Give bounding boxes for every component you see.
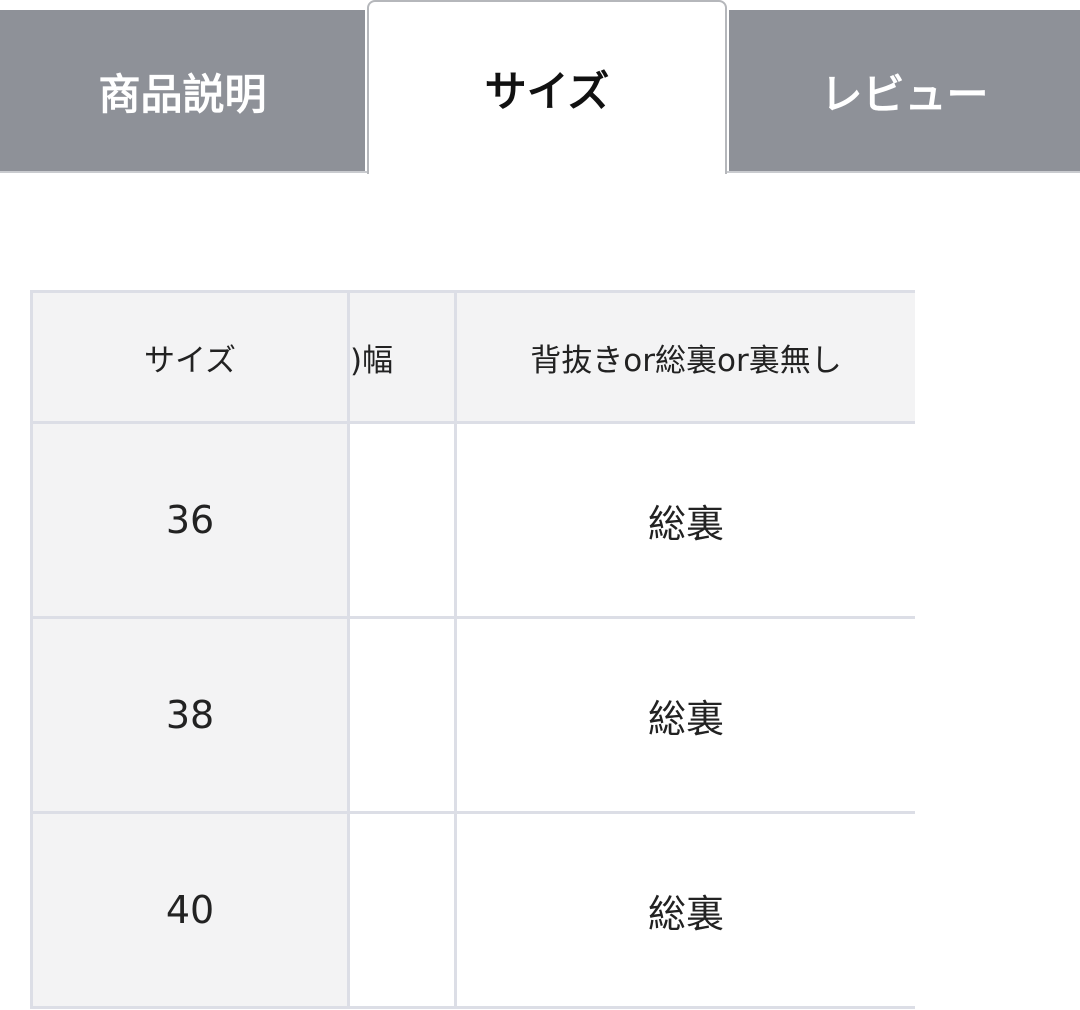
size-table-container[interactable]: サイズ )幅 背抜きor総裏or裏無し 36 総裏 38 総裏 40 総裏 <box>30 290 915 1010</box>
header-lining: 背抜きor総裏or裏無し <box>454 290 915 424</box>
tab-reviews[interactable]: レビュー <box>729 10 1080 172</box>
table-row: 40 総裏 <box>30 811 915 1009</box>
table-row: 38 総裏 <box>30 616 915 814</box>
table-row: 36 総裏 <box>30 421 915 619</box>
tab-description[interactable]: 商品説明 <box>0 10 365 172</box>
cell-width <box>347 616 457 814</box>
cell-lining: 総裏 <box>454 421 915 619</box>
header-width: )幅 <box>347 290 457 424</box>
cell-size: 36 <box>30 421 350 619</box>
cell-lining: 総裏 <box>454 616 915 814</box>
table-header-row: サイズ )幅 背抜きor総裏or裏無し <box>30 290 915 424</box>
header-size: サイズ <box>30 290 350 424</box>
tab-size[interactable]: サイズ <box>367 0 727 174</box>
tab-bar: 商品説明 レビュー サイズ <box>0 0 1080 174</box>
cell-size: 38 <box>30 616 350 814</box>
cell-width <box>347 421 457 619</box>
cell-lining: 総裏 <box>454 811 915 1009</box>
cell-width <box>347 811 457 1009</box>
cell-size: 40 <box>30 811 350 1009</box>
size-table: サイズ )幅 背抜きor総裏or裏無し 36 総裏 38 総裏 40 総裏 <box>30 290 915 1009</box>
